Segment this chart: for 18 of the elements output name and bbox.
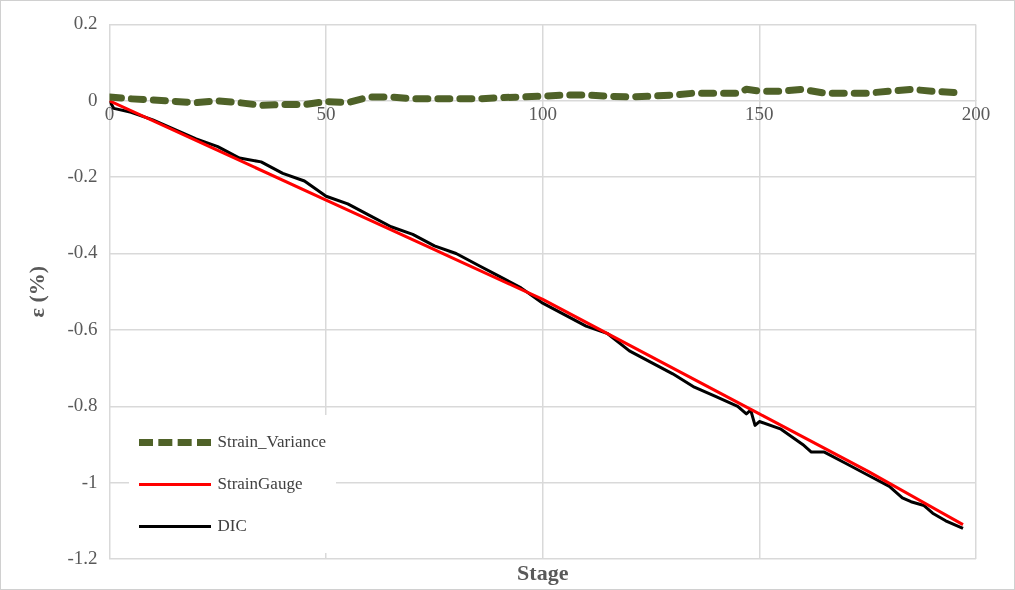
y-tick-label: -0.8: [67, 394, 98, 416]
x-axis-title: Stage: [517, 559, 569, 585]
y-tick-label: -1.2: [67, 546, 98, 568]
y-tick-label: -1: [81, 470, 98, 492]
x-tick-label: 100: [528, 103, 557, 125]
x-tick-label: 50: [316, 103, 336, 125]
legend-label: Strain_Variance: [217, 432, 327, 452]
y-tick-label: -0.2: [67, 165, 98, 187]
y-tick-label: -0.6: [67, 317, 98, 339]
x-tick-label: 200: [961, 103, 991, 125]
legend-label: DIC: [217, 516, 247, 536]
legend-label: StrainGauge: [217, 474, 303, 494]
y-tick-label: -0.4: [67, 241, 98, 263]
y-axis-title: ε (%): [23, 265, 49, 318]
x-tick-label: 0: [104, 103, 115, 125]
x-tick-label: 150: [745, 103, 774, 125]
y-tick-label: 0.2: [73, 12, 98, 34]
y-tick-label: 0: [87, 88, 98, 110]
